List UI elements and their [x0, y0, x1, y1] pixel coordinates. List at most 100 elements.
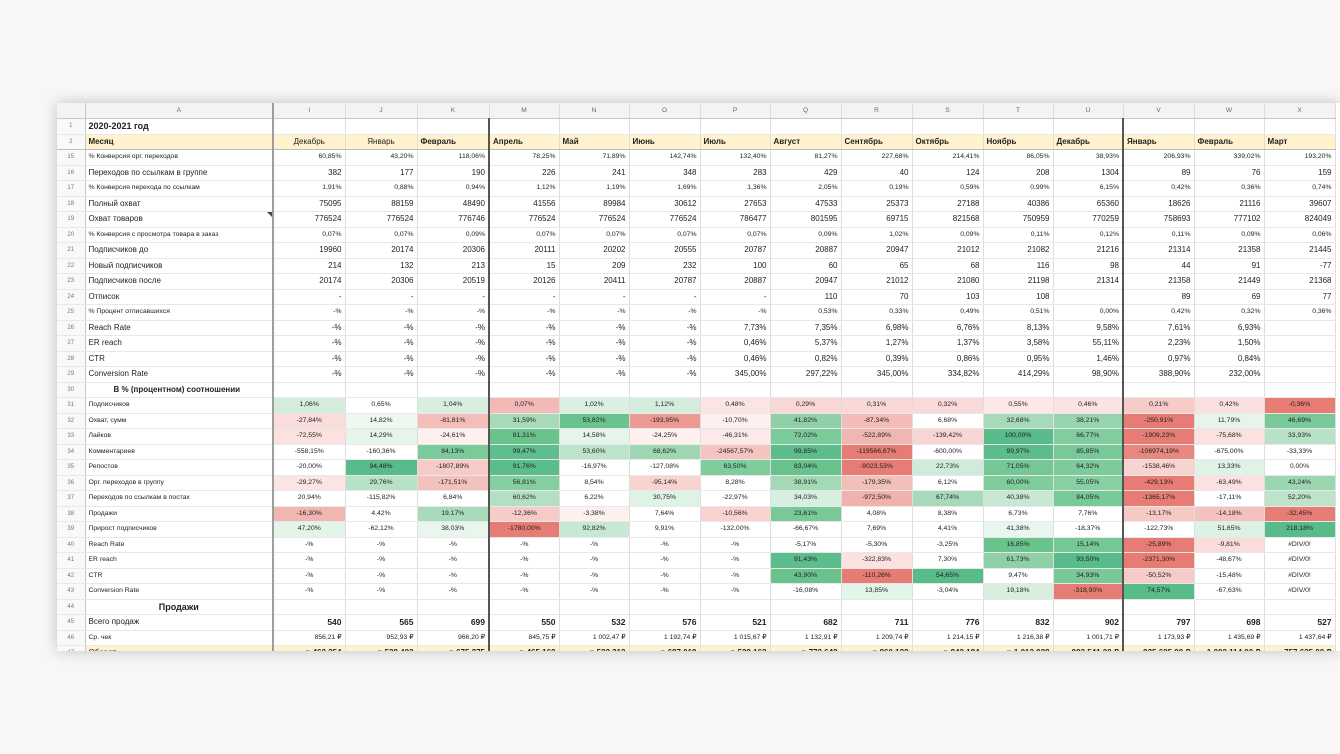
- data-cell[interactable]: 213: [417, 258, 490, 274]
- heatmap-cell[interactable]: 31,59%: [489, 413, 560, 429]
- data-cell[interactable]: 68: [912, 258, 984, 274]
- data-cell[interactable]: 20947: [841, 242, 913, 259]
- heatmap-cell[interactable]: -%: [417, 552, 490, 569]
- data-cell[interactable]: 214: [273, 258, 346, 274]
- heatmap-cell[interactable]: -22,97%: [700, 490, 771, 507]
- data-cell[interactable]: 682: [770, 614, 842, 631]
- heatmap-cell[interactable]: 85,85%: [1053, 444, 1124, 460]
- empty-cell[interactable]: [417, 118, 490, 135]
- data-cell[interactable]: 801595: [770, 211, 842, 228]
- data-cell[interactable]: 1 214,15 ₽: [912, 630, 984, 646]
- data-cell[interactable]: 132,40%: [700, 149, 771, 166]
- empty-cell[interactable]: [1123, 118, 1195, 135]
- data-cell[interactable]: 21012: [912, 242, 984, 259]
- heatmap-cell[interactable]: -160,36%: [345, 444, 418, 460]
- row-number[interactable]: 32: [57, 413, 86, 429]
- heatmap-cell[interactable]: -1365,17%: [1123, 490, 1195, 507]
- data-cell[interactable]: 20306: [345, 273, 418, 290]
- data-cell[interactable]: -: [417, 289, 490, 305]
- heatmap-cell[interactable]: -600,00%: [912, 444, 984, 460]
- empty-cell[interactable]: [1194, 382, 1265, 398]
- data-cell[interactable]: 2,23%: [1123, 335, 1195, 352]
- data-cell[interactable]: 77: [1264, 289, 1336, 305]
- data-cell[interactable]: 103: [912, 289, 984, 305]
- data-cell[interactable]: -%: [489, 304, 560, 321]
- heatmap-cell[interactable]: -%: [417, 537, 490, 553]
- data-cell[interactable]: 414,29%: [983, 366, 1054, 383]
- heatmap-cell[interactable]: -9,81%: [1194, 537, 1265, 553]
- row-number[interactable]: 1: [57, 118, 86, 135]
- heatmap-cell[interactable]: -%: [273, 583, 346, 600]
- data-cell[interactable]: 540: [273, 614, 346, 631]
- heatmap-cell[interactable]: 0,31%: [841, 397, 913, 414]
- heatmap-cell[interactable]: -%: [489, 568, 560, 584]
- data-cell[interactable]: 40: [841, 165, 913, 181]
- data-cell[interactable]: 0,42%: [1123, 180, 1195, 197]
- data-cell[interactable]: 21012: [841, 273, 913, 290]
- data-cell[interactable]: -%: [559, 304, 630, 321]
- heatmap-cell[interactable]: 9,91%: [629, 521, 701, 538]
- data-cell[interactable]: [1264, 366, 1336, 383]
- heatmap-cell[interactable]: 7,76%: [1053, 506, 1124, 522]
- spreadsheet-grid[interactable]: A I J K M N O P Q R S T U V W X 1 2020-2021 год 2 Месяц Дека…: [57, 103, 1340, 651]
- row-number[interactable]: 39: [57, 521, 86, 538]
- avg-check-label[interactable]: Ср. чек: [85, 630, 274, 646]
- heatmap-cell[interactable]: -127,08%: [629, 459, 701, 476]
- heatmap-cell[interactable]: 8,28%: [700, 475, 771, 491]
- percent-row-label[interactable]: Репостов: [85, 459, 274, 476]
- row-number[interactable]: 30: [57, 382, 86, 398]
- heatmap-cell[interactable]: -%: [700, 568, 771, 584]
- data-cell[interactable]: р.462 354: [273, 645, 346, 651]
- column-header[interactable]: W: [1194, 103, 1265, 119]
- data-cell[interactable]: -%: [629, 304, 701, 321]
- heatmap-cell[interactable]: -%: [345, 583, 418, 600]
- data-cell[interactable]: 41556: [489, 196, 560, 212]
- empty-cell[interactable]: [1053, 118, 1124, 135]
- data-cell[interactable]: р.533 312: [559, 645, 630, 651]
- row-number[interactable]: 46: [57, 630, 86, 646]
- heatmap-cell[interactable]: 56,81%: [489, 475, 560, 491]
- column-header[interactable]: V: [1123, 103, 1195, 119]
- heatmap-cell[interactable]: 67,74%: [912, 490, 984, 507]
- heatmap-cell[interactable]: -50,52%: [1123, 568, 1195, 584]
- data-cell[interactable]: 0,53%: [770, 304, 842, 321]
- heatmap-cell[interactable]: -106974,19%: [1123, 444, 1195, 460]
- data-cell[interactable]: 226: [489, 165, 560, 181]
- data-cell[interactable]: 699: [417, 614, 490, 631]
- heatmap-cell[interactable]: 14,58%: [559, 428, 630, 445]
- heatmap-cell[interactable]: -24,61%: [417, 428, 490, 445]
- data-cell[interactable]: [1053, 289, 1124, 305]
- data-cell[interactable]: 824049: [1264, 211, 1336, 228]
- heatmap-cell[interactable]: 84,13%: [417, 444, 490, 460]
- data-cell[interactable]: 550: [489, 614, 560, 631]
- data-cell[interactable]: 21358: [1123, 273, 1195, 290]
- data-cell[interactable]: 60,85%: [273, 149, 346, 166]
- empty-cell[interactable]: [345, 599, 418, 615]
- data-cell[interactable]: 935 625,00 ₽: [1123, 645, 1195, 651]
- data-cell[interactable]: р.538 403: [345, 645, 418, 651]
- empty-cell[interactable]: [700, 599, 771, 615]
- heatmap-cell[interactable]: -20,00%: [273, 459, 346, 476]
- column-header[interactable]: R: [841, 103, 913, 119]
- data-cell[interactable]: 3,58%: [983, 335, 1054, 352]
- data-cell[interactable]: 0,32%: [1194, 304, 1265, 321]
- heatmap-cell[interactable]: -429,13%: [1123, 475, 1195, 491]
- data-cell[interactable]: 132: [345, 258, 418, 274]
- data-cell[interactable]: 21080: [912, 273, 984, 290]
- data-cell[interactable]: 27653: [700, 196, 771, 212]
- empty-cell[interactable]: [1053, 382, 1124, 398]
- data-cell[interactable]: 1,46%: [1053, 351, 1124, 367]
- data-cell[interactable]: -%: [417, 304, 490, 321]
- row-number[interactable]: 20: [57, 227, 86, 243]
- metric-label[interactable]: CTR: [85, 351, 274, 367]
- heatmap-cell[interactable]: #DIV/0!: [1264, 583, 1336, 600]
- row-number[interactable]: 28: [57, 351, 86, 367]
- heatmap-cell[interactable]: -5,17%: [770, 537, 842, 553]
- data-cell[interactable]: 0,82%: [770, 351, 842, 367]
- row-number[interactable]: 2: [57, 134, 86, 150]
- data-cell[interactable]: -: [489, 289, 560, 305]
- heatmap-cell[interactable]: -1538,46%: [1123, 459, 1195, 476]
- heatmap-cell[interactable]: 23,61%: [770, 506, 842, 522]
- data-cell[interactable]: 776746: [417, 211, 490, 228]
- data-cell[interactable]: 20202: [559, 242, 630, 259]
